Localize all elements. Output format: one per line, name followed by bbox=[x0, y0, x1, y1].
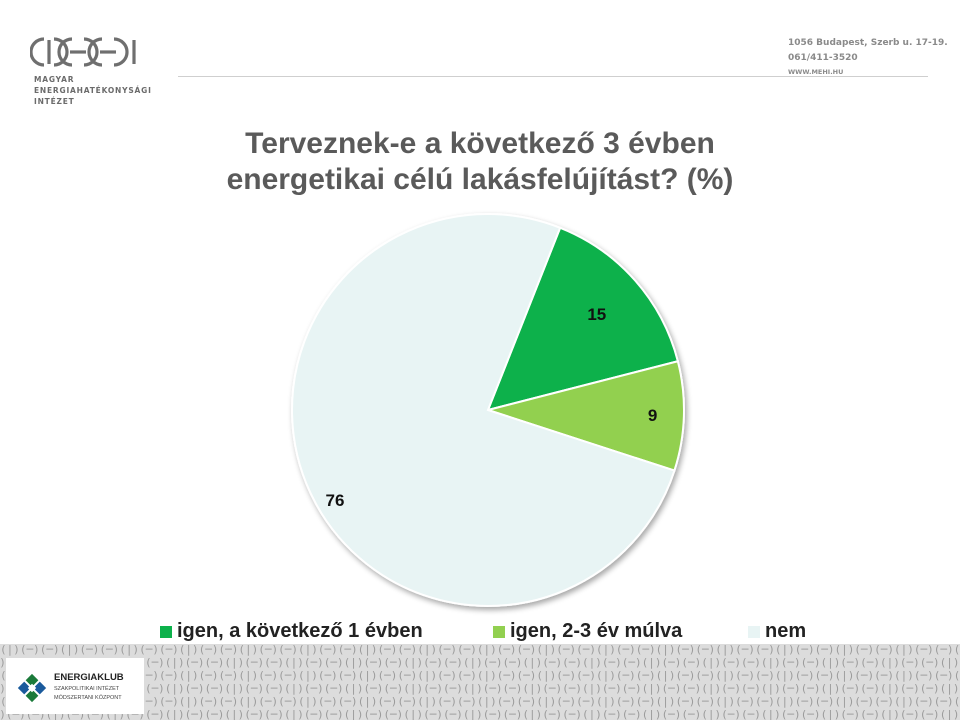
legend-swatch bbox=[160, 625, 172, 638]
chart-title: Terveznek-e a következő 3 évben energeti… bbox=[180, 126, 780, 198]
pattern-row: (|)(─)(─)(|)(─)(─)(|)(─)(─)(|)(─)(─)(|)(… bbox=[0, 708, 960, 720]
energiaklub-icon bbox=[17, 673, 47, 703]
legend-swatch bbox=[493, 625, 505, 638]
energiaklub-logo: ENERGIAKLUB SZAKPOLITIKAI INTÉZET MÓDSZE… bbox=[6, 658, 144, 714]
pie-slice bbox=[484, 360, 685, 472]
energiaklub-subtitle: SZAKPOLITIKAI INTÉZET bbox=[54, 686, 120, 692]
legend-item-igen-1: igen, a következő 1 évben bbox=[160, 620, 423, 643]
legend-item-nem: nem bbox=[748, 620, 806, 643]
pattern-row: (|)(─)(─)(|)(─)(─)(|)(─)(─)(|)(─)(─)(|)(… bbox=[0, 695, 960, 708]
energiaklub-subtitle: MÓDSZERTANI KÖZPONT bbox=[54, 695, 122, 701]
pie-slice bbox=[291, 213, 676, 607]
energiaklub-name: ENERGIAKLUB bbox=[54, 672, 124, 683]
legend-label: nem bbox=[765, 620, 807, 642]
mehi-logo-icon bbox=[30, 37, 136, 67]
legend-label: igen, 2-3 év múlva bbox=[510, 620, 683, 642]
pie-slice bbox=[486, 226, 680, 412]
header-divider bbox=[178, 76, 928, 77]
logo-text: MAGYAR ENERGIAHATÉKONYSÁGI INTÉZET bbox=[34, 74, 174, 107]
address-line: 1056 Budapest, Szerb u. 17-19. bbox=[788, 38, 948, 48]
footer-pattern: (|)(─)(─)(|)(─)(─)(|)(─)(─)(|)(─)(─)(|)(… bbox=[0, 644, 960, 720]
title-line-2: energetikai célú lakásfelújítást? (%) bbox=[226, 163, 734, 196]
legend-item-igen-2-3: igen, 2-3 év múlva bbox=[493, 620, 682, 643]
title-line-1: Terveznek-e a következő 3 évben bbox=[245, 127, 715, 160]
logo-line: INTÉZET bbox=[34, 97, 75, 106]
logo-line: ENERGIAHATÉKONYSÁGI bbox=[34, 86, 152, 95]
pattern-row: (|)(─)(─)(|)(─)(─)(|)(─)(─)(|)(─)(─)(|)(… bbox=[0, 656, 960, 669]
contact-info: 1056 Budapest, Szerb u. 17-19. 061/411-3… bbox=[788, 36, 948, 79]
website-line: WWW.MEHI.HU bbox=[788, 68, 844, 76]
legend-swatch bbox=[748, 625, 760, 638]
legend-label: igen, a következő 1 évben bbox=[177, 620, 423, 642]
data-label: 76 bbox=[326, 491, 345, 510]
pattern-row: (|)(─)(─)(|)(─)(─)(|)(─)(─)(|)(─)(─)(|)(… bbox=[0, 669, 960, 682]
data-label: 9 bbox=[648, 406, 657, 425]
data-label: 15 bbox=[587, 305, 606, 324]
pattern-row: (|)(─)(─)(|)(─)(─)(|)(─)(─)(|)(─)(─)(|)(… bbox=[0, 644, 960, 656]
chart-legend: igen, a következő 1 évben igen, 2-3 év m… bbox=[0, 620, 960, 644]
logo-line: MAGYAR bbox=[34, 75, 75, 84]
phone-line: 061/411-3520 bbox=[788, 53, 858, 63]
pattern-row: (|)(─)(─)(|)(─)(─)(|)(─)(─)(|)(─)(─)(|)(… bbox=[0, 682, 960, 695]
